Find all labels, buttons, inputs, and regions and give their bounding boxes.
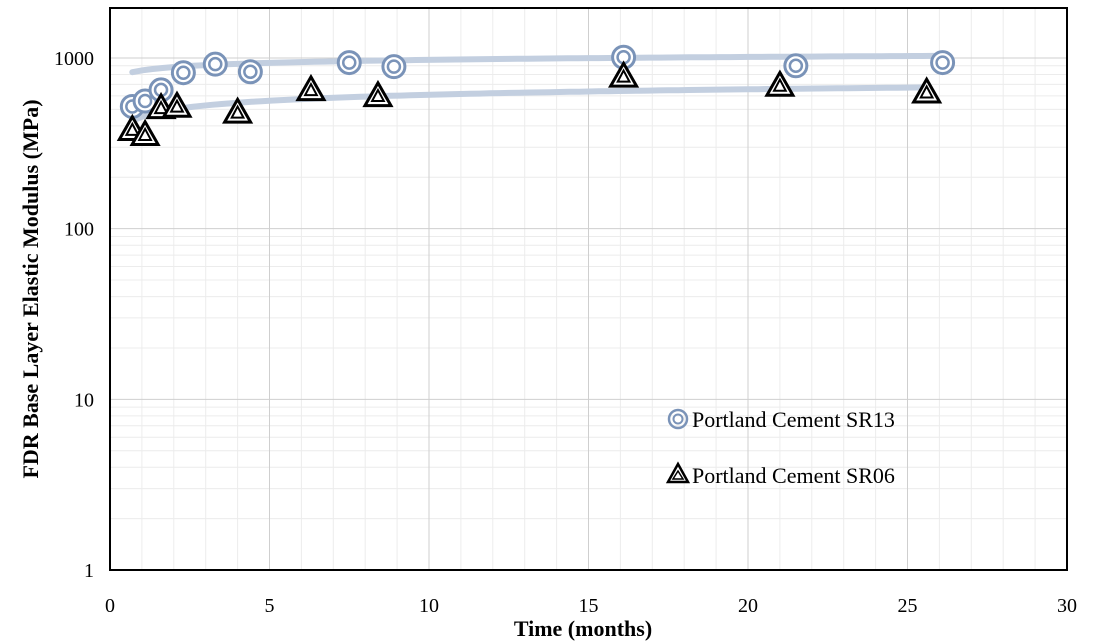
data-point-sr06 [764,69,796,97]
data-point-sr13 [381,54,407,80]
data-point-sr13 [237,59,263,85]
data-point-sr06 [295,73,327,102]
plot-frame [109,7,1068,571]
y-tick-label: 1 [84,560,94,582]
legend-marker-sr06 [665,461,691,484]
legend-label-sr13: Portland Cement SR13 [692,407,895,432]
data-markers [116,44,956,147]
data-point-sr06 [362,79,394,108]
data-point-sr13 [202,51,228,77]
x-tick-label: 25 [898,595,918,617]
trendline-series-1 [129,84,930,124]
data-point-sr06 [911,76,943,104]
y-tick-label: 10 [74,389,94,411]
x-tick-label: 0 [105,595,115,617]
x-tick-label: 30 [1057,595,1077,617]
x-tick-label: 5 [265,595,275,617]
y-axis-title: FDR Base Layer Elastic Modulus (MPa) [18,99,43,478]
data-point-sr06 [222,96,254,124]
legend-marker-sr13 [667,408,689,430]
x-tick-label: 10 [419,595,439,617]
y-tick-label: 1000 [54,48,94,70]
data-point-sr13 [170,60,196,86]
data-point-sr06 [161,90,193,118]
x-tick-label: 15 [579,595,599,617]
data-point-sr13 [930,50,956,76]
data-point-sr06 [129,118,161,147]
y-tick-label: 100 [64,219,94,241]
x-axis-title: Time (months) [514,616,652,641]
data-point-sr06 [608,60,640,88]
legend-label-sr06: Portland Cement SR06 [692,463,895,488]
y-tick-labels: 1 10 100 1000 [54,48,94,582]
data-point-sr13 [336,50,362,76]
legend: Portland Cement SR13 Portland Cement SR0… [665,407,895,488]
trendline-series-0 [129,52,946,76]
x-tick-label: 20 [738,595,758,617]
data-point-sr13 [783,53,809,79]
trendlines [129,52,946,124]
x-tick-labels: 0 5 10 15 20 25 30 [105,595,1077,617]
